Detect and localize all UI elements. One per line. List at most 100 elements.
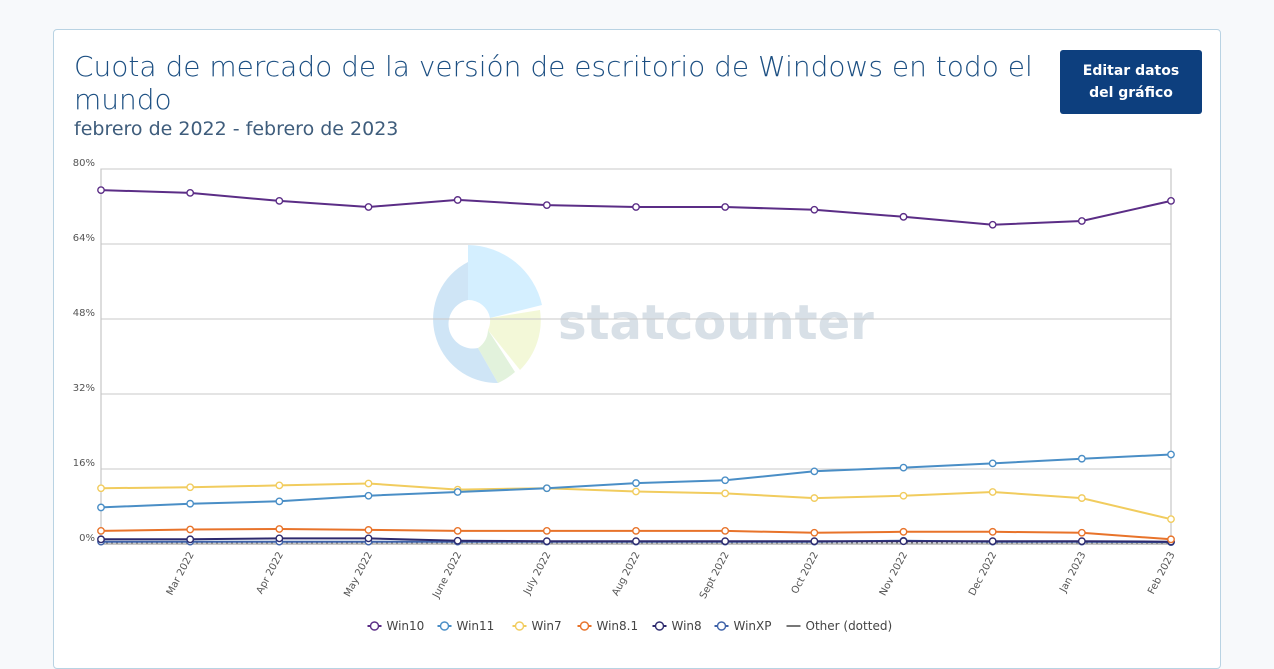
data-point[interactable] xyxy=(275,525,284,533)
data-point[interactable] xyxy=(453,536,462,545)
data-point[interactable] xyxy=(899,491,908,500)
data-point[interactable] xyxy=(899,537,908,546)
x-tick-label: Jan 2023 xyxy=(1058,550,1089,595)
legend-item-win8[interactable]: Win8 xyxy=(652,619,702,633)
data-point[interactable] xyxy=(988,488,997,496)
data-point[interactable] xyxy=(810,528,819,537)
data-point[interactable] xyxy=(186,535,195,544)
data-point[interactable] xyxy=(275,196,284,205)
data-point[interactable] xyxy=(542,537,551,546)
data-point[interactable] xyxy=(364,203,373,211)
x-tick-label: June 2022 xyxy=(430,550,464,601)
data-point[interactable] xyxy=(1077,537,1086,546)
data-point[interactable] xyxy=(275,481,284,490)
legend-label: Win10 xyxy=(387,619,425,633)
legend-item-winxp[interactable]: WinXP xyxy=(714,619,772,633)
y-tick-label: 0% xyxy=(79,533,95,544)
data-point[interactable] xyxy=(721,203,730,211)
data-point[interactable] xyxy=(899,527,908,536)
legend-label: Win8 xyxy=(672,619,702,633)
x-tick-label: Sept 2022 xyxy=(698,550,732,601)
legend-marker-icon xyxy=(654,621,665,631)
data-point[interactable] xyxy=(364,526,373,534)
chart-card: Cuota de mercado de la versión de escrit… xyxy=(53,29,1221,669)
data-point[interactable] xyxy=(453,526,462,535)
statcounter-logo-icon xyxy=(433,245,542,384)
data-point[interactable] xyxy=(364,534,373,543)
data-point[interactable] xyxy=(1167,450,1175,459)
data-point[interactable] xyxy=(988,220,997,229)
data-point[interactable] xyxy=(810,537,819,546)
data-point[interactable] xyxy=(453,488,462,496)
data-point[interactable] xyxy=(186,483,195,492)
data-point[interactable] xyxy=(97,535,105,544)
data-point[interactable] xyxy=(97,484,105,493)
legend-item-win7[interactable]: Win7 xyxy=(512,619,562,633)
x-tick-label: Aug 2022 xyxy=(610,550,642,598)
legend-item-win8-1[interactable]: Win8.1 xyxy=(577,619,639,633)
data-point[interactable] xyxy=(632,479,640,487)
data-point[interactable] xyxy=(275,497,284,506)
data-point[interactable] xyxy=(810,467,819,476)
y-tick-label: 16% xyxy=(73,458,95,469)
watermark: statcounter xyxy=(433,245,874,384)
data-point[interactable] xyxy=(1077,528,1086,537)
data-point[interactable] xyxy=(1167,535,1175,544)
legend-marker-icon xyxy=(514,621,525,631)
data-point[interactable] xyxy=(632,203,640,211)
data-point[interactable] xyxy=(988,527,997,536)
data-point[interactable] xyxy=(1077,217,1086,225)
edit-chart-data-button[interactable]: Editar datos del gráfico xyxy=(1060,50,1202,114)
data-point[interactable] xyxy=(186,189,195,197)
legend-marker-icon xyxy=(369,621,380,631)
y-tick-label: 80% xyxy=(73,158,95,169)
legend-item-win10[interactable]: Win10 xyxy=(367,619,425,633)
data-point[interactable] xyxy=(721,476,730,485)
data-point[interactable] xyxy=(1167,515,1175,524)
legend-label: Other (dotted) xyxy=(806,619,893,633)
legend-marker-icon xyxy=(439,621,450,631)
data-point[interactable] xyxy=(988,537,997,546)
x-tick-label: Feb 2023 xyxy=(1146,550,1177,596)
data-point[interactable] xyxy=(988,459,997,468)
data-point[interactable] xyxy=(97,526,105,535)
data-point[interactable] xyxy=(97,503,105,512)
data-point[interactable] xyxy=(721,489,730,498)
data-point[interactable] xyxy=(721,526,730,535)
data-point[interactable] xyxy=(542,484,551,493)
series-win7 xyxy=(97,479,1175,524)
data-point[interactable] xyxy=(1077,454,1086,463)
data-point[interactable] xyxy=(186,499,195,508)
x-tick-label: Dec 2022 xyxy=(967,550,999,598)
data-point[interactable] xyxy=(364,479,373,488)
data-point[interactable] xyxy=(1077,494,1086,502)
data-point[interactable] xyxy=(899,212,908,221)
data-point[interactable] xyxy=(97,186,105,194)
data-point[interactable] xyxy=(632,526,640,535)
data-point[interactable] xyxy=(899,463,908,472)
x-tick-label: Nov 2022 xyxy=(878,550,910,598)
data-point[interactable] xyxy=(186,525,195,534)
legend-item-other-dotted-[interactable]: Other (dotted) xyxy=(786,619,893,633)
data-point[interactable] xyxy=(453,196,462,204)
data-point[interactable] xyxy=(721,537,730,546)
data-point[interactable] xyxy=(1167,196,1175,205)
data-point[interactable] xyxy=(542,201,551,209)
chart-subtitle: febrero de 2022 - febrero de 2023 xyxy=(74,118,399,140)
chart-title: Cuota de mercado de la versión de escrit… xyxy=(74,50,1033,116)
data-point[interactable] xyxy=(542,526,551,535)
legend-label: Win11 xyxy=(457,619,495,633)
data-point[interactable] xyxy=(810,494,819,502)
data-point[interactable] xyxy=(632,537,640,546)
data-point[interactable] xyxy=(632,487,640,496)
data-point[interactable] xyxy=(364,491,373,500)
x-tick-label: Apr 2022 xyxy=(255,550,286,596)
data-point[interactable] xyxy=(810,205,819,214)
legend-item-win11[interactable]: Win11 xyxy=(437,619,495,633)
x-tick-label: July 2022 xyxy=(521,550,553,597)
series-win8 xyxy=(97,534,1175,546)
y-tick-label: 48% xyxy=(73,308,95,319)
y-tick-label: 32% xyxy=(73,383,95,394)
data-point[interactable] xyxy=(275,534,284,543)
legend-marker-icon xyxy=(579,621,590,631)
